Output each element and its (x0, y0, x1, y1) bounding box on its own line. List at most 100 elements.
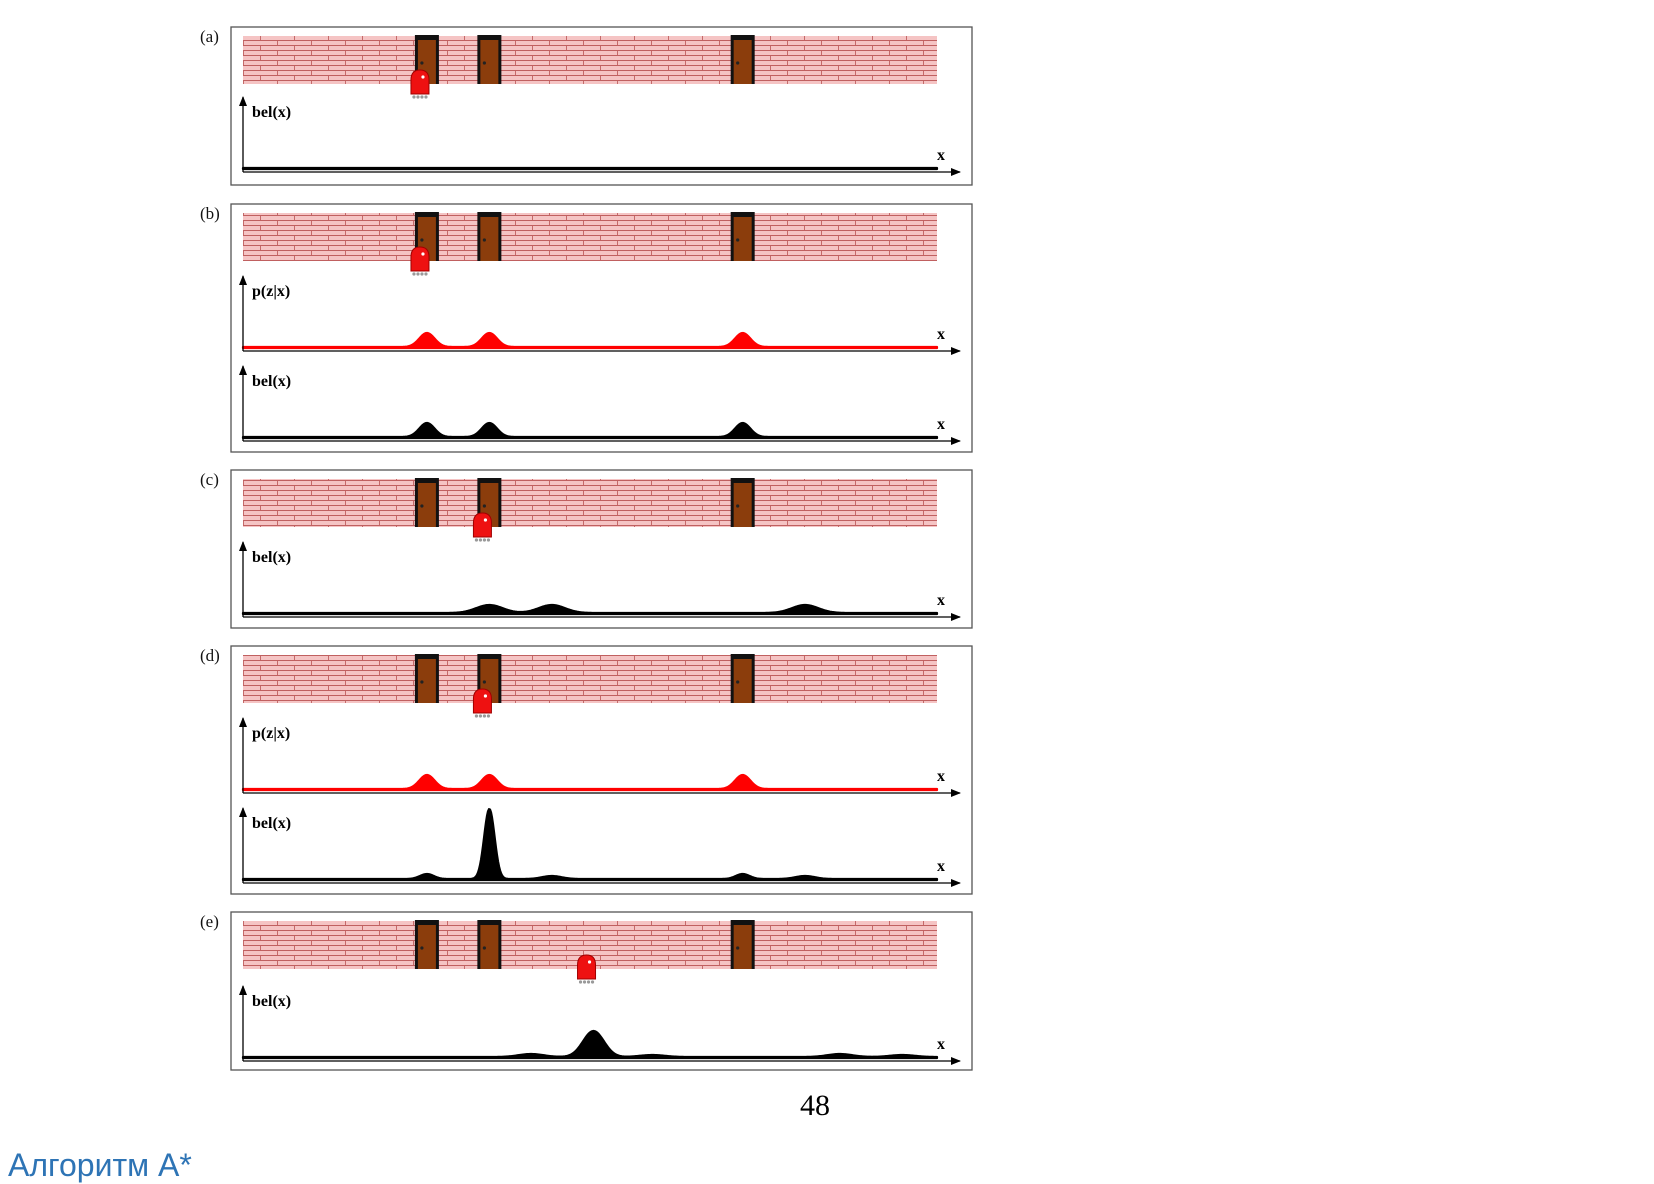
brick-wall (243, 213, 937, 261)
robot-body (472, 512, 492, 538)
plot-sensor-likelihood: p(z|x) x (239, 275, 961, 355)
robot-wheel (586, 980, 591, 984)
plot-belief: bel(x) x (239, 365, 961, 445)
robot-eye (483, 518, 488, 522)
door-knob (420, 946, 424, 950)
door-knob (482, 946, 486, 950)
door-knob (482, 238, 486, 242)
panel-a: (a) bel(x) x (200, 26, 973, 186)
plot-belief: bel(x) x (239, 985, 961, 1065)
robot (410, 69, 430, 99)
robot-wheel (582, 980, 587, 984)
distribution-curve (241, 603, 939, 616)
x-axis-label: x (937, 1036, 945, 1053)
door-knob (736, 504, 740, 508)
x-axis-label: x (937, 768, 945, 785)
door-panel (480, 40, 499, 84)
panel-label: (d) (200, 646, 220, 665)
panel-e: (e) bel(x) x (200, 911, 973, 1071)
page-number: 48 (800, 1089, 830, 1122)
door (414, 478, 439, 527)
robot-wheel (578, 980, 583, 984)
robot (472, 688, 492, 718)
robot-wheel (590, 980, 595, 984)
robot-eye (421, 252, 425, 256)
door-knob (482, 680, 486, 684)
y-axis-label: bel(x) (252, 815, 291, 832)
y-axis-label: bel(x) (252, 993, 291, 1010)
robot-wheel (412, 95, 416, 99)
panel-label: (c) (200, 470, 219, 489)
y-axis-label: bel(x) (252, 549, 291, 566)
door (730, 212, 755, 261)
robot-wheel (416, 95, 420, 99)
door (477, 35, 502, 84)
robot (410, 246, 430, 276)
door-knob (420, 680, 424, 684)
robot-wheel (420, 272, 424, 276)
door (477, 212, 502, 261)
x-axis-label: x (937, 592, 945, 609)
x-axis-label: x (937, 326, 945, 343)
y-axis-label: p(z|x) (252, 283, 290, 300)
robot-eye (587, 960, 592, 964)
distribution-curve (241, 773, 939, 792)
x-axis-label: x (937, 858, 945, 875)
robot-wheel (424, 272, 428, 276)
y-axis-label: p(z|x) (252, 725, 290, 742)
brick-wall (243, 655, 937, 703)
door (414, 654, 439, 703)
robot-wheel (478, 538, 483, 542)
door-panel (733, 217, 752, 261)
robot-eye (421, 75, 425, 79)
robot-body (577, 954, 597, 980)
plot-sensor-likelihood: p(z|x) x (239, 717, 961, 797)
door-knob (736, 946, 740, 950)
brick-wall (243, 36, 937, 84)
robot-wheel (486, 538, 491, 542)
brick-wall (243, 479, 937, 527)
robot-wheel (474, 714, 479, 718)
door-panel (733, 483, 752, 527)
x-axis-label: x (937, 147, 945, 164)
door-panel (480, 925, 499, 969)
door-knob (736, 61, 740, 65)
robot-wheel (420, 95, 424, 99)
panel-d: (d) p(z|x) x bel(x) x (200, 645, 973, 895)
plot-belief: bel(x) x (239, 541, 961, 621)
door-knob (736, 238, 740, 242)
plot-belief: bel(x) x (239, 96, 961, 176)
robot-wheel (478, 714, 483, 718)
door-knob (420, 238, 424, 242)
robot-body (410, 69, 430, 95)
panel-label: (b) (200, 204, 220, 223)
robot-eye (483, 694, 488, 698)
panel-label: (a) (200, 27, 219, 46)
door (730, 920, 755, 969)
robot (472, 512, 492, 542)
robot-wheel (482, 538, 487, 542)
door-panel (417, 483, 436, 527)
door-knob (420, 504, 424, 508)
door-panel (733, 40, 752, 84)
robot-wheel (412, 272, 416, 276)
distribution-curve (241, 331, 939, 350)
door-panel (417, 925, 436, 969)
distribution-curve (241, 1029, 939, 1060)
door-panel (480, 217, 499, 261)
robot-wheel (482, 714, 487, 718)
robot-wheel (486, 714, 491, 718)
door (730, 478, 755, 527)
robot (577, 954, 597, 984)
robot-wheel (424, 95, 428, 99)
robot-wheel (474, 538, 479, 542)
x-axis-label: x (937, 416, 945, 433)
robot-body (472, 688, 492, 714)
door (730, 654, 755, 703)
door (477, 920, 502, 969)
door (730, 35, 755, 84)
robot-wheel (416, 272, 420, 276)
door-knob (482, 504, 486, 508)
panel-b: (b) p(z|x) x bel(x) x (200, 203, 973, 453)
